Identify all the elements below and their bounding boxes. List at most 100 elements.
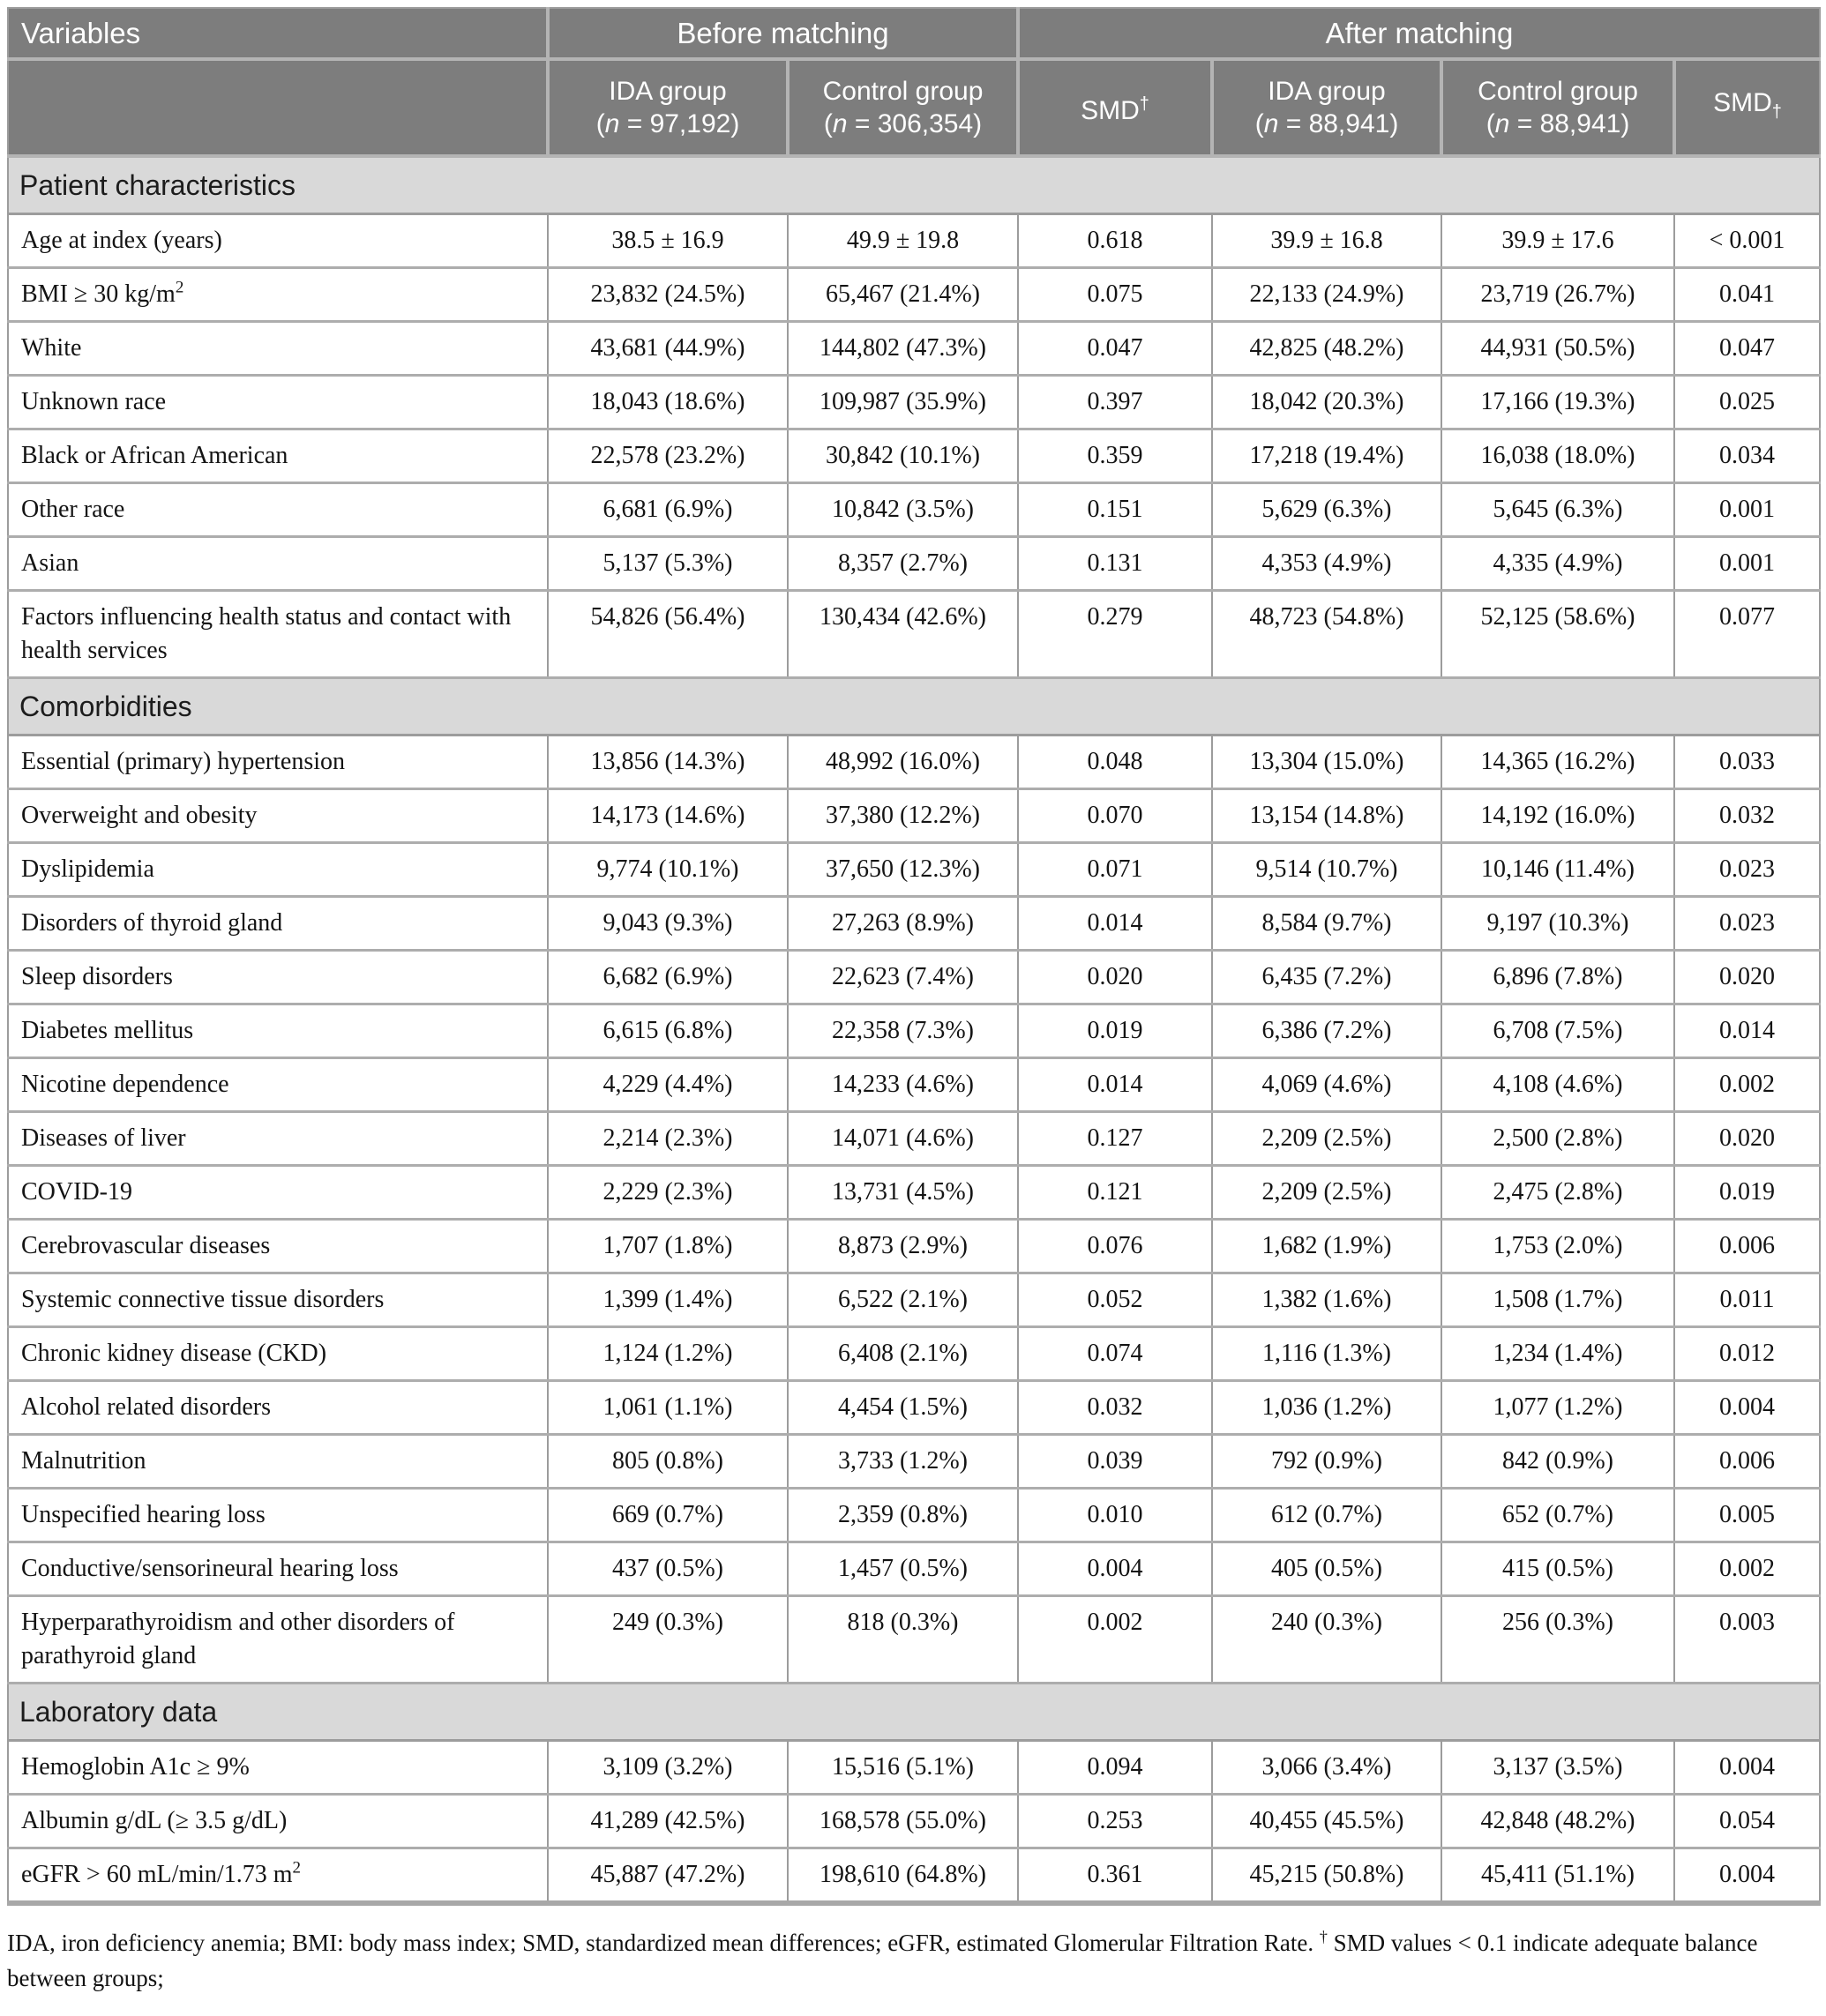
cell-value: 0.004	[1017, 1541, 1213, 1597]
table-row: COVID-19 2,229 (2.3%) 13,731 (4.5%) 0.121 2,…	[7, 1164, 1822, 1221]
row-label: Other race	[7, 482, 549, 538]
cell-value: 818 (0.3%)	[787, 1594, 1019, 1684]
group-title: IDA group	[1268, 77, 1386, 106]
row-label-text: Other race	[21, 496, 125, 523]
table-row: Conductive/sensorineural hearing loss 437…	[7, 1541, 1822, 1597]
cell-value: 652 (0.7%)	[1441, 1487, 1675, 1543]
cell-value: 0.361	[1017, 1847, 1213, 1906]
row-label-text: Age at index (years)	[21, 227, 222, 254]
group-title: Control group	[1478, 77, 1638, 106]
cell-value: 0.001	[1673, 535, 1822, 592]
table-row: Sleep disorders 6,682 (6.9%) 22,623 (7.4%)…	[7, 949, 1822, 1005]
cell-value: 2,500 (2.8%)	[1441, 1110, 1675, 1167]
cell-value: 22,358 (7.3%)	[787, 1003, 1019, 1059]
cell-value: 0.121	[1017, 1164, 1213, 1221]
group-n: (n = 306,354)	[823, 109, 983, 138]
dagger-superscript: †	[1139, 94, 1149, 114]
cell-value: 23,719 (26.7%)	[1441, 266, 1675, 323]
cell-value: 13,731 (4.5%)	[787, 1164, 1019, 1221]
cell-value: 0.279	[1017, 589, 1213, 679]
column-header-ida-after: IDA group (n = 88,941)	[1210, 57, 1443, 158]
cell-value: 4,335 (4.9%)	[1441, 535, 1675, 592]
section-row: Patient characteristics	[6, 154, 1822, 215]
table-row: Diseases of liver 2,214 (2.3%) 14,071 (4.6…	[7, 1110, 1822, 1167]
cell-value: 10,842 (3.5%)	[787, 482, 1019, 538]
row-label: Malnutrition	[7, 1433, 549, 1490]
row-label: Asian	[7, 535, 549, 592]
table-row: Hemoglobin A1c ≥ 9% 3,109 (3.2%) 15,516 (5…	[7, 1739, 1822, 1796]
column-group-before-matching: Before matching	[546, 7, 1020, 61]
cell-value: 0.012	[1673, 1325, 1822, 1382]
table-row: Overweight and obesity 14,173 (14.6%) 37,3…	[7, 788, 1822, 844]
row-label: Cerebrovascular diseases	[7, 1218, 549, 1274]
section-title: Laboratory data	[6, 1682, 1822, 1742]
row-label-text: Factors influencing health status and co…	[21, 603, 512, 664]
table-row: Chronic kidney disease (CKD) 1,124 (1.2%)…	[7, 1325, 1822, 1382]
cell-value: 0.047	[1673, 320, 1822, 377]
cell-value: 168,578 (55.0%)	[787, 1793, 1019, 1849]
cell-value: 0.014	[1017, 1057, 1213, 1113]
table-row: Unknown race 18,043 (18.6%) 109,987 (35.9%…	[7, 374, 1822, 430]
row-label: White	[7, 320, 549, 377]
cell-value: 8,357 (2.7%)	[787, 535, 1019, 592]
table-row: Malnutrition 805 (0.8%) 3,733 (1.2%) 0.039 7…	[7, 1433, 1822, 1490]
cell-value: 0.011	[1673, 1272, 1822, 1328]
cell-value: 0.032	[1017, 1379, 1213, 1436]
cell-value: 2,209 (2.5%)	[1211, 1110, 1442, 1167]
cell-value: 22,623 (7.4%)	[787, 949, 1019, 1005]
dagger-superscript: †	[1319, 1928, 1328, 1945]
column-header-ida-before: IDA group (n = 97,192)	[546, 57, 790, 158]
cell-value: 0.074	[1017, 1325, 1213, 1382]
footnote: IDA, iron deficiency anemia; BMI: body m…	[7, 1925, 1819, 1996]
cell-value: 0.014	[1017, 895, 1213, 952]
cell-value: < 0.001	[1673, 213, 1822, 269]
row-label: Diseases of liver	[7, 1110, 549, 1167]
cell-value: 14,192 (16.0%)	[1441, 788, 1675, 844]
cell-value: 0.618	[1017, 213, 1213, 269]
row-label-text: Unspecified hearing loss	[21, 1501, 266, 1528]
cell-value: 0.076	[1017, 1218, 1213, 1274]
cell-value: 1,061 (1.1%)	[547, 1379, 789, 1436]
row-label-text: Albumin g/dL (≥ 3.5 g/dL)	[21, 1807, 288, 1834]
table-row: Essential (primary) hypertension 13,856 (…	[7, 734, 1822, 790]
cell-value: 39.9 ± 17.6	[1441, 213, 1675, 269]
cell-value: 0.005	[1673, 1487, 1822, 1543]
cell-value: 0.019	[1673, 1164, 1822, 1221]
cell-value: 130,434 (42.6%)	[787, 589, 1019, 679]
row-label-text: COVID-19	[21, 1178, 132, 1206]
cell-value: 1,124 (1.2%)	[547, 1325, 789, 1382]
baseline-characteristics-table: Variables Before matching After matching…	[6, 7, 1822, 1906]
cell-value: 249 (0.3%)	[547, 1594, 789, 1684]
cell-value: 0.048	[1017, 734, 1213, 790]
row-label: Conductive/sensorineural hearing loss	[7, 1541, 549, 1597]
cell-value: 10,146 (11.4%)	[1441, 841, 1675, 898]
column-header-smd-after: SMD†	[1672, 57, 1822, 158]
cell-value: 0.023	[1673, 895, 1822, 952]
cell-value: 0.151	[1017, 482, 1213, 538]
row-label: Alcohol related disorders	[7, 1379, 549, 1436]
cell-value: 5,629 (6.3%)	[1211, 482, 1442, 538]
cell-value: 6,615 (6.8%)	[547, 1003, 789, 1059]
cell-value: 0.052	[1017, 1272, 1213, 1328]
cell-value: 16,038 (18.0%)	[1441, 428, 1675, 484]
column-header-empty	[7, 57, 550, 158]
row-label-superscript: 2	[175, 278, 184, 297]
row-label: Dyslipidemia	[7, 841, 549, 898]
cell-value: 13,154 (14.8%)	[1211, 788, 1442, 844]
row-label-text: Diseases of liver	[21, 1124, 186, 1152]
cell-value: 9,774 (10.1%)	[547, 841, 789, 898]
cell-value: 4,229 (4.4%)	[547, 1057, 789, 1113]
table-row: Cerebrovascular diseases 1,707 (1.8%) 8,87…	[7, 1218, 1822, 1274]
cell-value: 6,522 (2.1%)	[787, 1272, 1019, 1328]
row-label: Overweight and obesity	[7, 788, 549, 844]
cell-value: 2,359 (0.8%)	[787, 1487, 1019, 1543]
table-body: Patient characteristics Age at index (yea…	[6, 154, 1822, 1906]
cell-value: 14,071 (4.6%)	[787, 1110, 1019, 1167]
row-label-text: Chronic kidney disease (CKD)	[21, 1340, 327, 1367]
cell-value: 13,304 (15.0%)	[1211, 734, 1442, 790]
cell-value: 9,197 (10.3%)	[1441, 895, 1675, 952]
row-label-text: Dyslipidemia	[21, 855, 154, 883]
row-label-text: BMI ≥ 30 kg/m	[21, 280, 176, 308]
cell-value: 0.070	[1017, 788, 1213, 844]
row-label-text: Hemoglobin A1c ≥ 9%	[21, 1753, 250, 1781]
